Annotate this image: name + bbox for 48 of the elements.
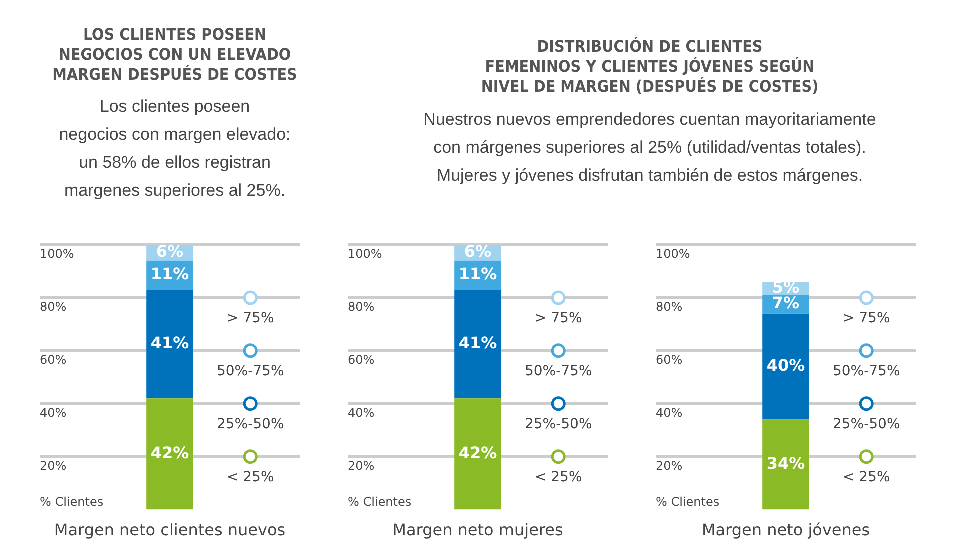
chart-title: LOS CLIENTES POSEEN NEGOCIOS CON UN ELEVADO MARGEN DESPUÉS DE COSTES (52, 25, 298, 85)
y-tick-label: 60% (348, 353, 375, 368)
y-tick-label: 80% (40, 300, 67, 314)
y-tick-label: 60% (40, 353, 67, 368)
x-axis-title: Margen neto clientes nuevos (54, 520, 286, 540)
legend-label: > 75% (226, 310, 274, 327)
data-label: 11% (458, 264, 498, 284)
legend-label: > 75% (534, 310, 582, 327)
legend-label: < 25% (534, 469, 582, 486)
legend-label: 25%-50% (524, 416, 592, 433)
y-axis-title: % Clientes (40, 494, 104, 509)
data-label: 41% (150, 333, 190, 352)
data-label: 41% (458, 333, 498, 352)
y-tick-label: 100% (348, 247, 382, 262)
data-label: 6% (156, 242, 184, 262)
data-label: 42% (458, 443, 498, 462)
text: Nuestros nuevos emprendedores cuentan mayoritariamente con márgenes superiores al 25% (utilidad/ventas totales). Mujeres y jóvenes disfrutan también de estos márgenes. (422, 109, 878, 187)
y-tick-label: 60% (656, 353, 683, 368)
y-tick-label: 100% (656, 247, 690, 262)
text: DISTRIBUCIÓN DE CLIENTES FEMENINOS Y CLIENTES JÓVENES SEGÚN NIVEL DE MARGEN (DESPUÉS DE COSTES) (480, 37, 820, 97)
data-label: 6% (464, 242, 492, 262)
data-label: 42% (150, 443, 190, 462)
legend-label: < 25% (226, 469, 274, 486)
y-tick-label: 80% (656, 300, 683, 314)
x-axis-title: Margen neto mujeres (392, 520, 564, 540)
y-tick-label: 20% (40, 458, 67, 473)
legend-label: 25%-50% (216, 416, 284, 433)
data-label: 11% (150, 264, 190, 284)
data-label: 40% (766, 356, 806, 375)
y-tick-label: 20% (348, 458, 375, 473)
data-label: 34% (766, 454, 806, 473)
legend-label: < 25% (842, 469, 890, 486)
y-tick-label: 40% (348, 406, 375, 420)
legend-label: 50%-75% (216, 364, 284, 380)
y-axis-title: % Clientes (348, 494, 412, 509)
legend-label: 25%-50% (832, 416, 900, 433)
legend-label: 50%-75% (524, 364, 592, 380)
y-axis-title: % Clientes (656, 494, 720, 509)
y-tick-label: 40% (656, 406, 683, 420)
y-tick-label: 40% (40, 406, 67, 420)
data-label: 7% (772, 294, 800, 313)
y-tick-label: 80% (348, 300, 375, 314)
legend-label: > 75% (842, 310, 890, 327)
y-tick-label: 100% (40, 247, 74, 262)
legend-label: 50%-75% (832, 364, 900, 380)
y-tick-label: 20% (656, 458, 683, 473)
x-axis-title: Margen neto jóvenes (702, 520, 870, 540)
chart-subtitle: Los clientes poseen negocios con margen elevado: un 58% de ellos registran margenes superiores al 25%. (58, 96, 292, 202)
